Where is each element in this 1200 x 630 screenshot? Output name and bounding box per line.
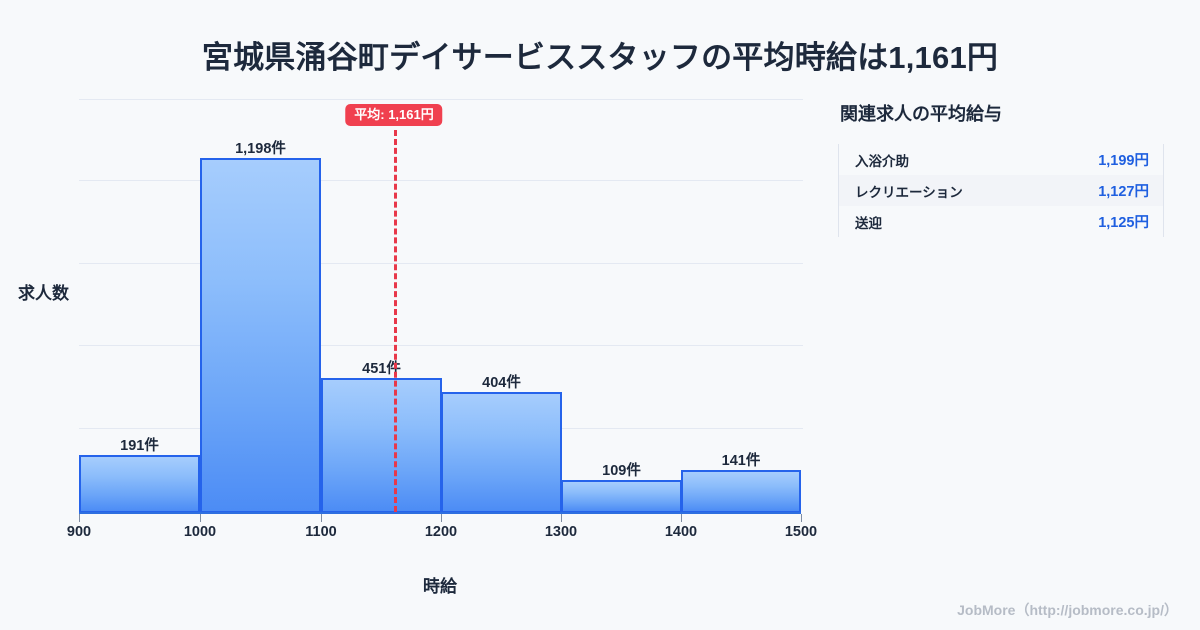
x-axis-tick bbox=[321, 514, 322, 522]
x-axis-tick bbox=[79, 514, 80, 522]
bar-value-label: 191件 bbox=[120, 438, 159, 454]
x-axis-tick-label: 900 bbox=[66, 524, 92, 540]
y-axis-title: 求人数 bbox=[18, 284, 69, 303]
table-row[interactable]: 送迎 1,125円 bbox=[839, 206, 1163, 237]
salary-job-value: 1,125円 bbox=[1098, 215, 1149, 231]
histogram-chart: 191件 1,198件 451件 404件 109件 141件 900 1000… bbox=[18, 99, 818, 596]
x-axis-tick bbox=[200, 514, 201, 522]
salary-job-name: 入浴介助 bbox=[855, 153, 909, 169]
x-axis-tick-label: 1500 bbox=[784, 524, 818, 540]
histogram-bar bbox=[681, 470, 801, 513]
footer-watermark: JobMore（http://jobmore.co.jp/） bbox=[957, 602, 1178, 618]
x-axis-line bbox=[79, 512, 801, 514]
bar-value-label: 451件 bbox=[362, 361, 401, 377]
salary-job-name: レクリエーション bbox=[855, 184, 963, 200]
bar-value-label: 141件 bbox=[721, 453, 761, 469]
page-title: 宮城県涌谷町デイサービススタッフの平均時給は1,161円 bbox=[201, 40, 999, 75]
x-axis-tick bbox=[441, 514, 442, 522]
gridline bbox=[79, 99, 803, 100]
table-row[interactable]: 入浴介助 1,199円 bbox=[839, 144, 1163, 175]
related-salary-panel: 関連求人の平均給与 入浴介助 1,199円 レクリエーション 1,127円 送迎… bbox=[838, 100, 1164, 237]
histogram-bar bbox=[441, 392, 562, 513]
x-axis-tick-label: 1400 bbox=[664, 524, 698, 540]
salary-job-value: 1,127円 bbox=[1098, 184, 1149, 200]
x-axis-tick-label: 1200 bbox=[424, 524, 458, 540]
histogram-bar bbox=[79, 455, 200, 513]
histogram-bar bbox=[200, 158, 321, 513]
x-axis-tick-label: 1300 bbox=[544, 524, 578, 540]
histogram-bar bbox=[561, 480, 682, 513]
gridline bbox=[79, 345, 803, 346]
x-axis-tick bbox=[801, 514, 802, 522]
x-axis-tick-label: 1100 bbox=[305, 524, 337, 540]
table-row[interactable]: レクリエーション 1,127円 bbox=[839, 175, 1163, 206]
salary-job-value: 1,199円 bbox=[1098, 153, 1149, 169]
average-vline bbox=[394, 130, 397, 512]
gridline bbox=[79, 180, 803, 181]
x-axis-tick bbox=[681, 514, 682, 522]
x-axis-tick-label: 1000 bbox=[183, 524, 217, 540]
x-axis-tick bbox=[561, 514, 562, 522]
bar-value-label: 1,198件 bbox=[235, 141, 286, 157]
x-axis-title: 時給 bbox=[423, 577, 457, 596]
related-salary-title: 関連求人の平均給与 bbox=[840, 104, 1002, 124]
bar-value-label: 404件 bbox=[482, 375, 521, 391]
histogram-bar bbox=[321, 378, 442, 513]
related-salary-table: 入浴介助 1,199円 レクリエーション 1,127円 送迎 1,125円 bbox=[838, 144, 1164, 237]
average-badge: 平均: 1,161円 bbox=[345, 104, 443, 126]
salary-job-name: 送迎 bbox=[855, 215, 882, 231]
bar-value-label: 109件 bbox=[602, 463, 641, 479]
gridline bbox=[79, 263, 803, 264]
